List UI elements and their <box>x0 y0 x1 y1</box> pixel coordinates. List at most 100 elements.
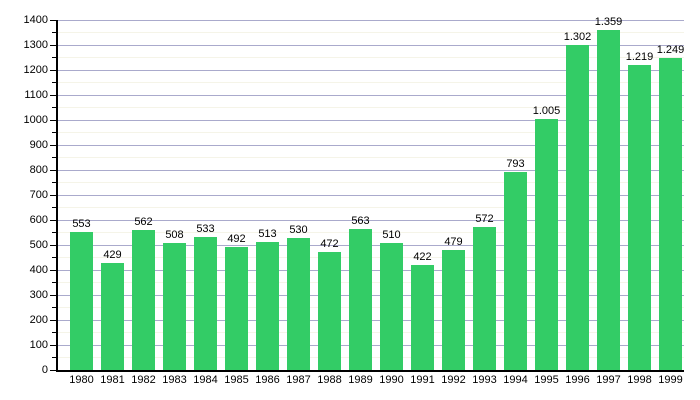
bar-value-label: 1.005 <box>532 104 561 117</box>
bar <box>287 237 310 370</box>
bar-value-label: 572 <box>475 213 494 225</box>
gridline-minor <box>58 32 684 33</box>
y-major-tick <box>50 244 56 246</box>
bar <box>597 30 620 371</box>
y-minor-tick <box>52 132 56 133</box>
y-major-tick <box>50 194 56 196</box>
x-tick-label: 1989 <box>348 374 373 386</box>
x-tick-label: 1990 <box>379 374 404 386</box>
y-major-tick <box>50 144 56 146</box>
y-tick-label: 200 <box>29 314 48 326</box>
bar <box>628 65 651 371</box>
x-tick-label: 1993 <box>472 374 497 386</box>
bar-value-label: 533 <box>196 222 215 235</box>
bar-value-label: 510 <box>382 228 401 241</box>
y-tick-label: 500 <box>29 239 48 251</box>
x-axis-line <box>56 370 684 372</box>
gridline-major <box>58 194 684 196</box>
y-minor-tick <box>52 107 56 108</box>
y-axis-line <box>56 20 58 370</box>
y-tick-label: 700 <box>29 189 48 201</box>
y-minor-tick <box>52 157 56 158</box>
bar-value-label: 1.249 <box>656 43 685 56</box>
bar <box>659 57 682 371</box>
bar <box>504 171 527 371</box>
bar-value-label: 530 <box>289 223 308 236</box>
gridline-minor <box>58 132 684 133</box>
bar-value-label: 479 <box>444 236 463 249</box>
y-minor-tick <box>52 32 56 33</box>
bar-value-label: 793 <box>506 157 525 170</box>
y-major-tick <box>50 269 56 271</box>
y-major-tick <box>50 219 56 221</box>
x-tick-label: 1995 <box>534 374 559 386</box>
x-tick-label: 1999 <box>658 374 683 386</box>
y-tick-label: 300 <box>29 289 48 301</box>
x-tick-label: 1980 <box>69 374 94 386</box>
bar <box>442 250 465 371</box>
x-tick-label: 1987 <box>286 374 311 386</box>
y-minor-tick <box>52 232 56 233</box>
x-tick-label: 1988 <box>317 374 342 386</box>
x-tick-label: 1994 <box>503 374 528 386</box>
bar-value-label: 1.219 <box>625 51 654 64</box>
y-major-tick <box>50 94 56 96</box>
bar-value-label: 553 <box>72 217 91 230</box>
bar <box>194 236 217 371</box>
y-major-tick <box>50 69 56 71</box>
x-tick-label: 1998 <box>627 374 652 386</box>
gridline-major <box>58 119 684 121</box>
bar-value-label: 562 <box>134 215 153 228</box>
bar <box>380 242 403 370</box>
bar <box>225 247 248 370</box>
x-tick-label: 1985 <box>224 374 249 386</box>
x-tick-label: 1984 <box>193 374 218 386</box>
bar <box>349 229 372 371</box>
y-tick-label: 1400 <box>23 14 48 26</box>
y-minor-tick <box>52 257 56 258</box>
y-tick-label: 600 <box>29 214 48 226</box>
gridline-major <box>58 44 684 46</box>
x-tick-label: 1992 <box>441 374 466 386</box>
x-tick-label: 1996 <box>565 374 590 386</box>
bar-value-label: 508 <box>165 229 184 241</box>
bar <box>318 252 341 370</box>
gridline-major <box>58 219 684 221</box>
y-tick-label: 0 <box>41 364 48 376</box>
y-tick-label: 1200 <box>23 64 48 76</box>
x-tick-label: 1982 <box>131 374 156 386</box>
bar <box>163 243 186 370</box>
bar <box>101 262 124 371</box>
y-tick-label: 900 <box>29 139 48 151</box>
y-major-tick <box>50 319 56 321</box>
y-major-tick <box>50 344 56 346</box>
y-minor-tick <box>52 332 56 333</box>
bar <box>132 229 155 370</box>
y-major-tick <box>50 44 56 46</box>
bar-value-label: 1.302 <box>563 30 592 43</box>
bar-value-label: 422 <box>413 250 432 263</box>
bar <box>535 118 558 371</box>
x-tick-label: 1997 <box>596 374 621 386</box>
bar <box>473 227 496 370</box>
gridline-minor <box>58 207 684 208</box>
x-tick-label: 1981 <box>100 374 125 386</box>
y-major-tick <box>50 169 56 171</box>
bar <box>411 264 434 370</box>
y-major-tick <box>50 369 56 371</box>
gridline-minor <box>58 157 684 158</box>
y-minor-tick <box>52 207 56 208</box>
x-tick-label: 1991 <box>410 374 435 386</box>
x-tick-label: 1983 <box>162 374 187 386</box>
gridline-major <box>58 19 684 21</box>
bar-value-label: 563 <box>351 215 370 228</box>
y-minor-tick <box>52 182 56 183</box>
gridline-major <box>58 144 684 146</box>
y-major-tick <box>50 294 56 296</box>
y-tick-label: 1000 <box>23 114 48 126</box>
y-tick-label: 100 <box>29 339 48 351</box>
bar <box>70 231 93 371</box>
gridline-major <box>58 94 684 96</box>
x-tick-label: 1986 <box>255 374 280 386</box>
